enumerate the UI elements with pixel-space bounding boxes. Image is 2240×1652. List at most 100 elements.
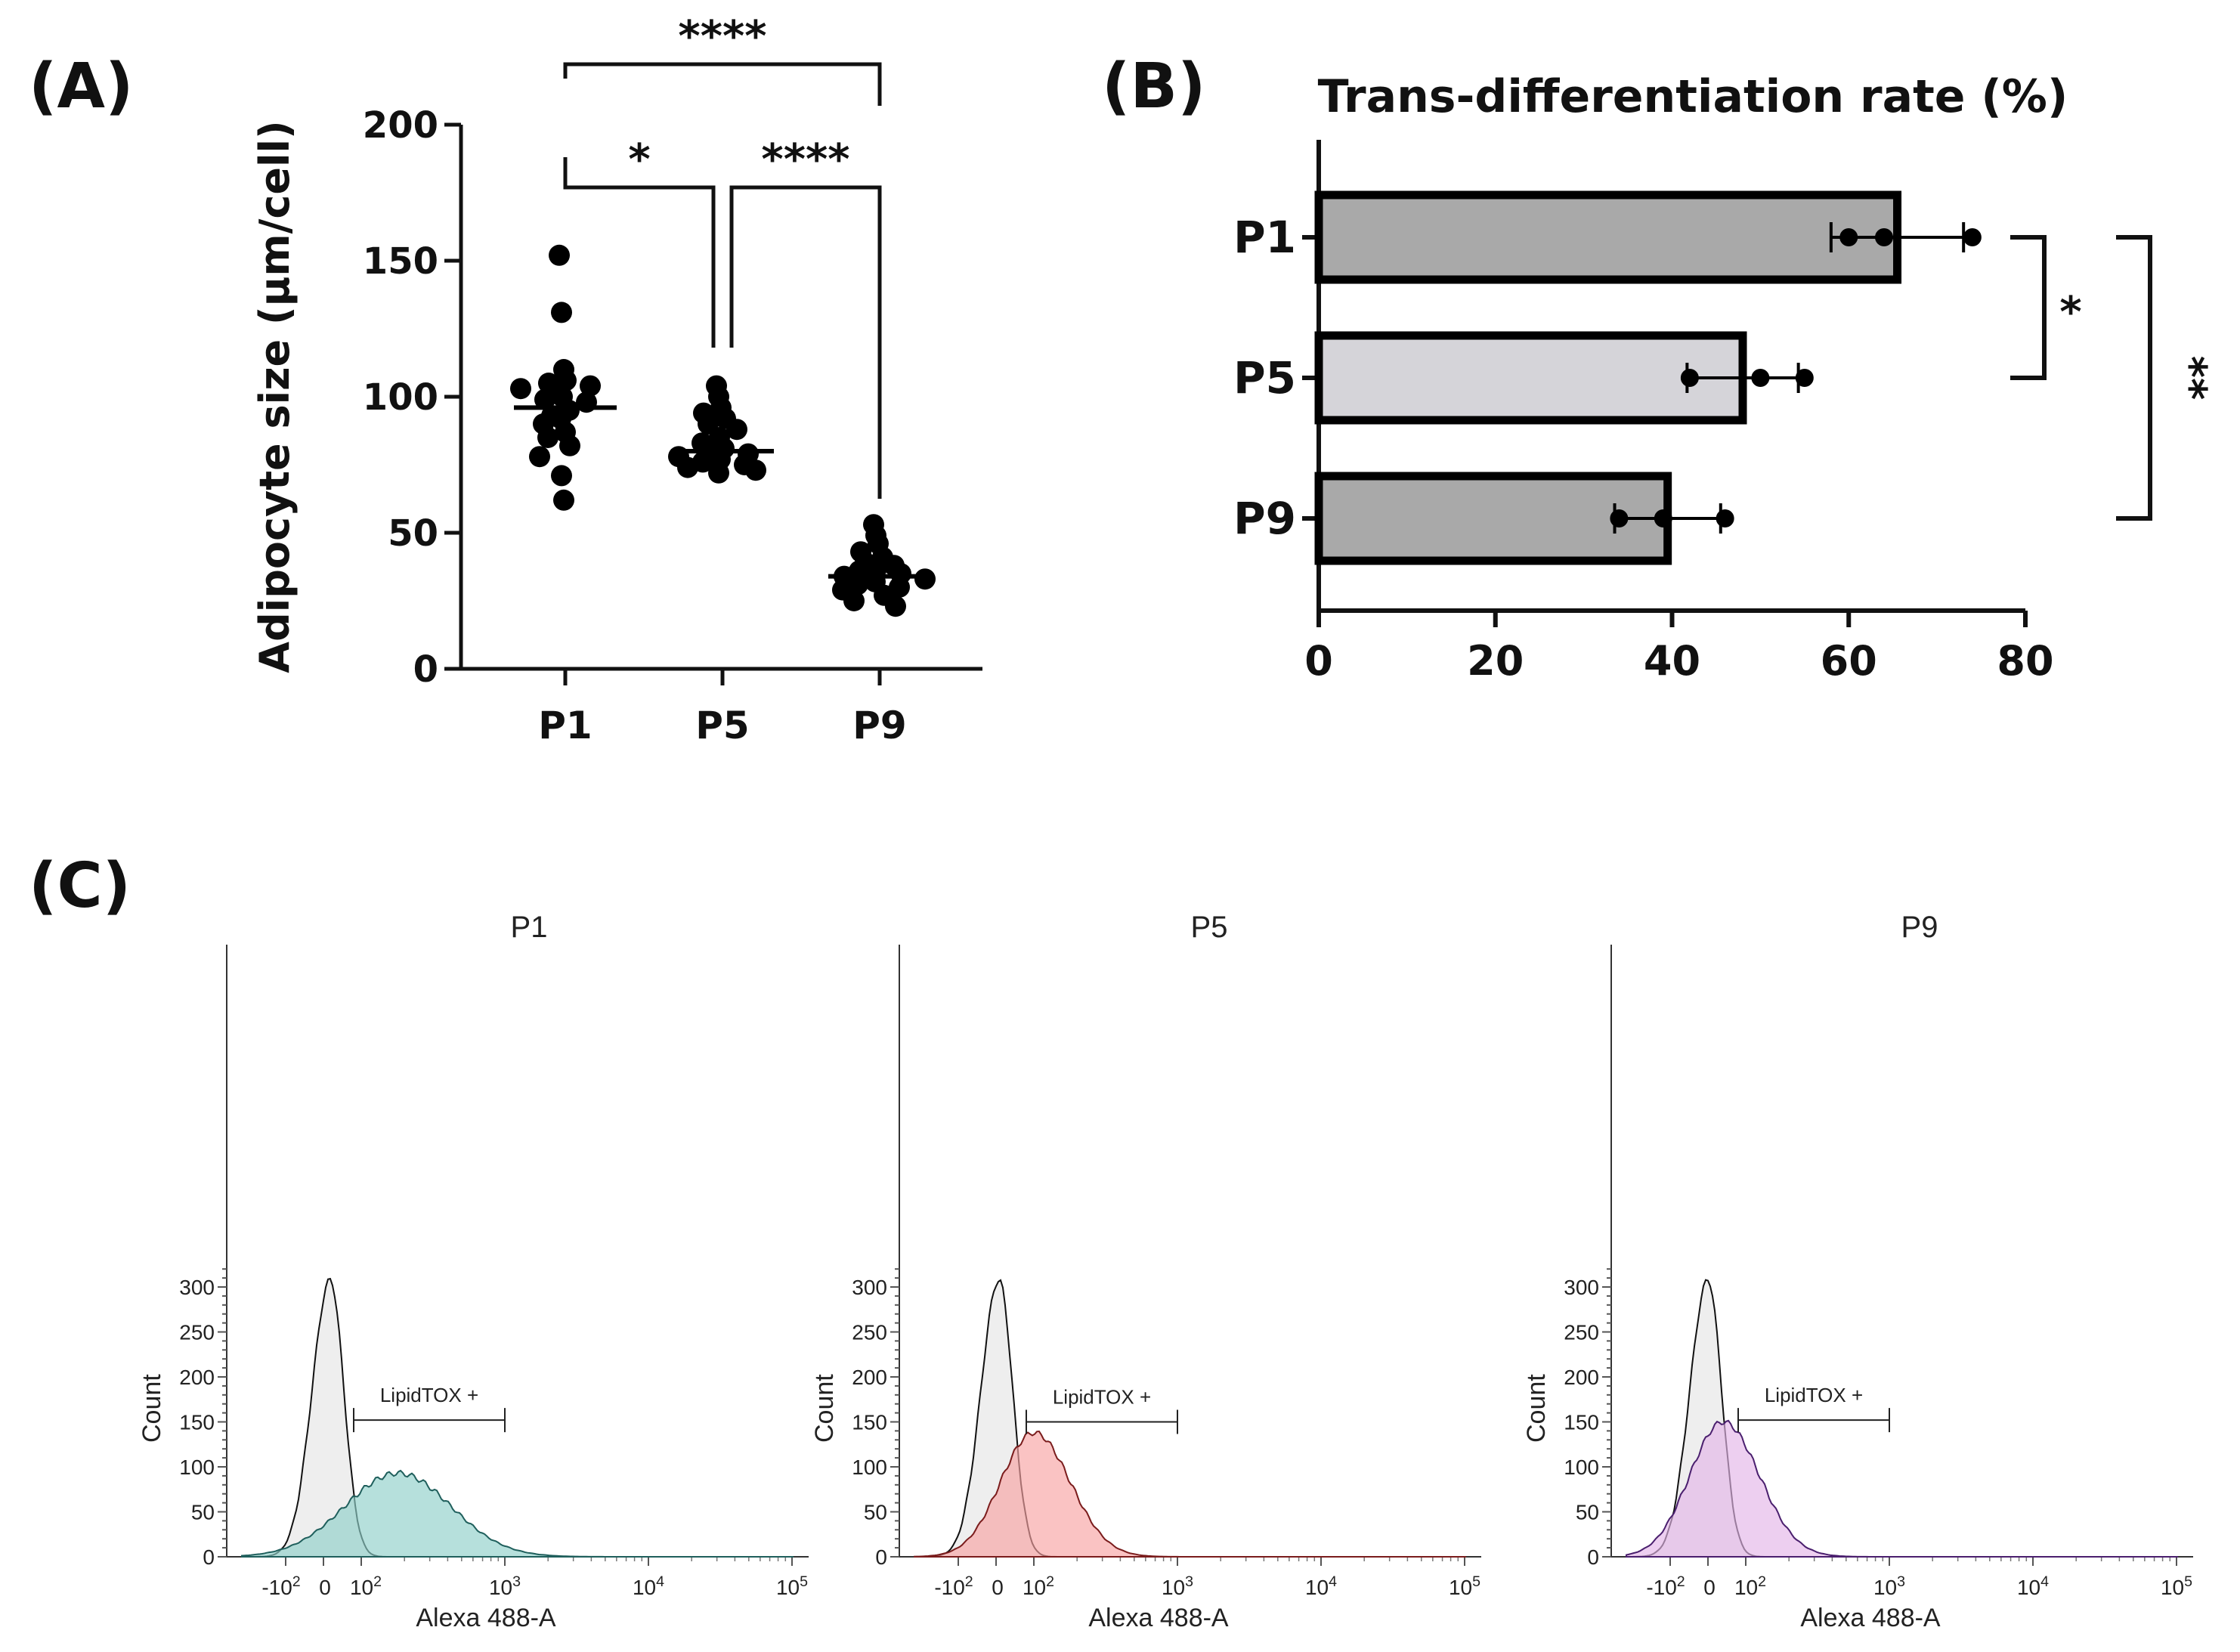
gate-label: LipidTOX +	[1765, 1384, 1863, 1406]
x-tick-label: 102	[350, 1573, 382, 1599]
bar	[1314, 331, 1747, 425]
y-axis-label: Count	[810, 1374, 839, 1443]
histogram-panel-p9: P9 0 50 100 150 200 250 300 Count -102 0 102 103 104 1…	[1522, 911, 2193, 1632]
x-tick-label: 102	[1734, 1573, 1766, 1599]
data-point	[1795, 369, 1814, 387]
significance-label: **	[2166, 356, 2215, 401]
data-point	[726, 419, 747, 441]
bar	[1314, 472, 1672, 565]
panel-a-chart: 0 50 100 150 200 P1 P5 P9 Adipocyte size (µm/cel…	[251, 12, 982, 747]
x-tick-label: 105	[1449, 1573, 1480, 1599]
data-point	[534, 388, 555, 410]
y-tick-label: 0	[203, 1545, 215, 1569]
panel-label-a: (A)	[29, 51, 133, 122]
histogram-panel-p1: P1 0 50 100 150 200 250 300 Count -102 0 102 103 104 1…	[138, 911, 809, 1632]
data-point	[538, 373, 559, 394]
data-point	[1716, 509, 1734, 527]
x-tick-label: 40	[1644, 637, 1700, 685]
x-tick-label: 0	[1703, 1576, 1716, 1599]
y-tick-label: 50	[864, 1501, 887, 1524]
x-tick-label: P9	[852, 704, 906, 747]
significance-label: ****	[678, 12, 766, 61]
y-tick-label: 150	[1564, 1411, 1599, 1434]
data-point	[555, 370, 577, 391]
y-tick-label: 0	[875, 1545, 887, 1569]
y-tick-label: 300	[852, 1276, 887, 1299]
x-tick-label: 103	[489, 1573, 521, 1599]
x-axis-label: Alexa 488-A	[416, 1604, 556, 1632]
data-point	[510, 378, 531, 400]
subpanel-title: P1	[511, 911, 548, 944]
panel-label-b: (B)	[1102, 51, 1205, 122]
data-point	[537, 427, 558, 448]
data-point	[551, 465, 572, 487]
x-tick-label: -102	[261, 1573, 300, 1599]
x-tick-label: 80	[1997, 637, 2053, 685]
panel-b-chart: Trans-differentiation rate (%) 0 20 40 60 80 P…	[1233, 70, 2215, 685]
y-axis-label: Count	[138, 1374, 166, 1443]
data-point	[1610, 509, 1629, 527]
y-tick-label: 200	[363, 104, 438, 147]
data-point	[708, 462, 729, 484]
data-point	[559, 435, 580, 456]
y-tick-label: 200	[1564, 1366, 1599, 1389]
x-tick-label: 104	[2017, 1573, 2049, 1599]
stained-histogram	[1626, 1419, 2178, 1558]
y-tick-label: 50	[1576, 1501, 1599, 1524]
y-tick-label: 100	[852, 1456, 887, 1479]
bar	[1314, 190, 1902, 284]
data-point	[580, 375, 601, 397]
y-tick-label: 0	[1587, 1545, 1599, 1569]
y-tick-label: 50	[191, 1501, 215, 1524]
stained-histogram	[914, 1430, 1466, 1558]
gate-label: LipidTOX +	[1053, 1386, 1151, 1409]
significance-label: ****	[761, 135, 849, 184]
significance-bracket	[729, 185, 882, 499]
data-point	[745, 459, 766, 481]
data-point	[529, 446, 550, 468]
x-tick-label: 102	[1023, 1573, 1054, 1599]
y-tick-label: 100	[363, 376, 438, 419]
y-tick-label: 0	[413, 648, 438, 691]
data-point	[1680, 369, 1699, 387]
data-point	[1839, 228, 1858, 246]
subpanel-title: P9	[1901, 911, 1938, 944]
y-tick-label: 100	[1564, 1456, 1599, 1479]
y-tick-label: 150	[179, 1411, 215, 1434]
y-tick-label: 300	[1564, 1276, 1599, 1299]
x-tick-label: 0	[319, 1576, 331, 1599]
significance-bracket	[563, 62, 882, 106]
y-axis-label: Count	[1522, 1374, 1551, 1443]
x-tick-label: -102	[934, 1573, 973, 1599]
control-histogram	[242, 1277, 794, 1558]
x-tick-label: 103	[1873, 1573, 1905, 1599]
y-tick-label: P1	[1233, 212, 1296, 263]
y-tick-label: 150	[852, 1411, 887, 1434]
y-tick-label: 150	[363, 240, 438, 283]
y-tick-label: P9	[1233, 493, 1296, 544]
x-tick-label: 104	[633, 1573, 664, 1599]
subpanel-title: P5	[1191, 911, 1228, 944]
y-axis-label: Adipocyte size (µm/cell)	[251, 120, 299, 673]
x-tick-label: 0	[1304, 637, 1333, 685]
data-point	[914, 568, 936, 590]
x-tick-label: 60	[1821, 637, 1877, 685]
significance-label: *	[2059, 288, 2081, 337]
x-axis-label: Alexa 488-A	[1088, 1604, 1229, 1632]
data-point	[549, 244, 570, 266]
data-point	[1875, 228, 1893, 246]
x-tick-label: 20	[1467, 637, 1524, 685]
histogram-panel-p5: P5 0 50 100 150 200 250 300 Count -102 0 102 103 104 1…	[810, 911, 1481, 1632]
y-tick-label: 250	[1564, 1321, 1599, 1344]
y-tick-label: 250	[179, 1321, 215, 1344]
chart-title: Trans-differentiation rate (%)	[1318, 70, 2068, 123]
y-tick-label: 200	[179, 1366, 215, 1389]
x-tick-label: 105	[2161, 1573, 2192, 1599]
x-tick-label: P5	[695, 704, 749, 747]
data-point	[1963, 228, 1982, 246]
data-point	[677, 456, 698, 478]
x-tick-label: 0	[992, 1576, 1004, 1599]
data-point	[1654, 509, 1672, 527]
data-point	[843, 590, 865, 611]
